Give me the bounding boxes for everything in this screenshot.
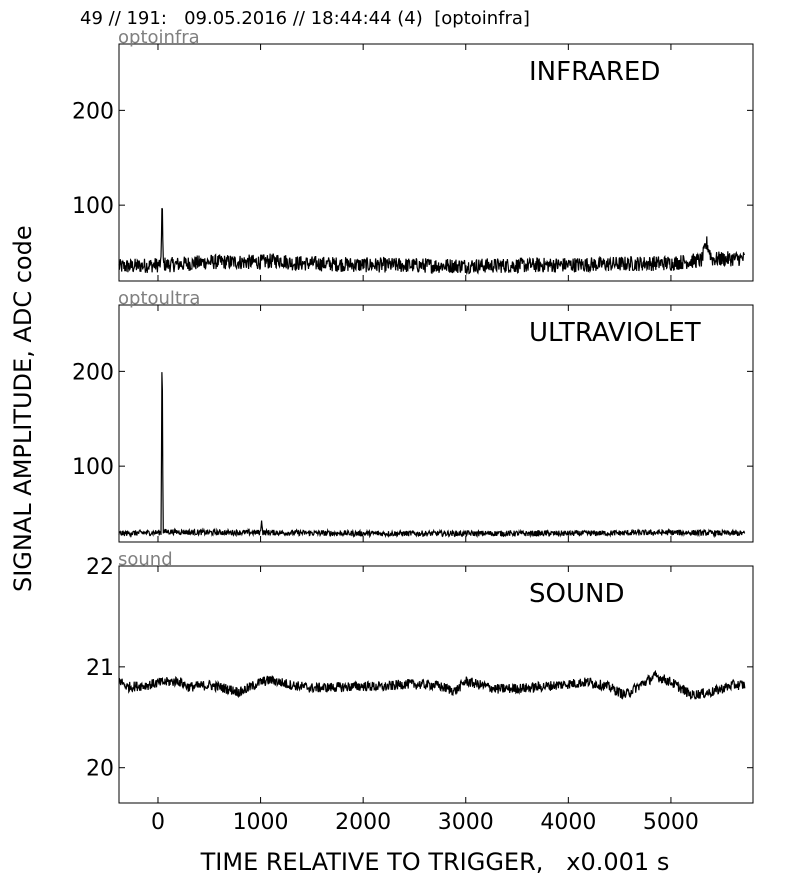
panel-channel-2: sound bbox=[118, 549, 173, 570]
panel-title-1: ULTRAVIOLET bbox=[529, 318, 701, 348]
signal-trace-2 bbox=[118, 669, 746, 700]
x-tick-label-3: 3000 bbox=[438, 810, 494, 835]
x-axis-label: TIME RELATIVE TO TRIGGER, x0.001 s bbox=[200, 848, 670, 876]
y-tick-label-2-2: 22 bbox=[86, 555, 114, 580]
signal-trace-1 bbox=[118, 372, 746, 539]
signal-trace-0 bbox=[118, 207, 746, 276]
x-tick-label-2: 2000 bbox=[335, 810, 391, 835]
x-tick-label-0: 0 bbox=[151, 810, 165, 835]
y-tick-label-2-1: 21 bbox=[86, 656, 114, 681]
y-tick-label-1-0: 100 bbox=[72, 455, 114, 480]
panel-title-2: SOUND bbox=[529, 579, 624, 609]
y-tick-label-0-0: 100 bbox=[72, 194, 114, 219]
panel-frame-0 bbox=[118, 43, 754, 282]
chart-header: 49 // 191: 09.05.2016 // 18:44:44 (4) [o… bbox=[80, 8, 530, 29]
y-tick-label-2-0: 20 bbox=[86, 757, 114, 782]
panel-title-0: INFRARED bbox=[529, 57, 660, 87]
x-tick-label-4: 4000 bbox=[540, 810, 596, 835]
x-tick-label-1: 1000 bbox=[233, 810, 289, 835]
panel-channel-0: optoinfra bbox=[118, 27, 200, 48]
y-tick-label-0-1: 200 bbox=[72, 99, 114, 124]
panel-frame-2 bbox=[118, 565, 754, 804]
panel-channel-1: optoultra bbox=[118, 288, 200, 309]
y-tick-label-1-1: 200 bbox=[72, 360, 114, 385]
x-tick-label-5: 5000 bbox=[643, 810, 699, 835]
panel-frame-1 bbox=[118, 304, 754, 543]
